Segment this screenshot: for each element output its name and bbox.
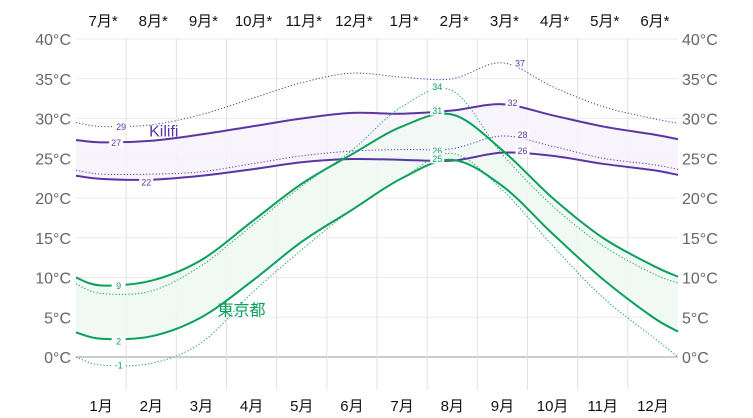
- x-tick-label-bottom: 3月: [190, 398, 213, 415]
- data-label: 28: [517, 130, 527, 140]
- y-tick-label-left: 40°C: [35, 32, 71, 49]
- x-tick-label-top: 1月*: [389, 13, 418, 30]
- y-tick-label-left: 35°C: [35, 72, 71, 89]
- y-tick-label-right: 25°C: [682, 151, 718, 168]
- y-tick-label-left: 25°C: [35, 151, 71, 168]
- x-tick-label-top: 12月*: [335, 13, 373, 30]
- y-tick-label-left: 0°C: [44, 350, 71, 367]
- x-tick-label-bottom: 6月: [340, 398, 363, 415]
- data-label-bg: [139, 177, 154, 188]
- y-tick-label-right: 15°C: [682, 231, 718, 248]
- data-label: 34: [432, 82, 442, 92]
- x-tick-label-top: 4月*: [540, 13, 569, 30]
- data-label-bg: [109, 137, 124, 148]
- x-tick-label-bottom: 10月: [537, 398, 569, 415]
- data-label-bg: [430, 81, 445, 92]
- x-tick-label-top: 10月*: [235, 13, 273, 30]
- y-tick-label-right: 0°C: [682, 350, 709, 367]
- y-tick-label-right: 5°C: [682, 310, 709, 327]
- y-tick-label-left: 30°C: [35, 112, 71, 129]
- x-tick-label-top: 8月*: [139, 13, 168, 30]
- data-label: 26: [432, 146, 442, 156]
- data-label-bg: [515, 145, 530, 156]
- x-tick-label-top: 6月*: [640, 13, 669, 30]
- data-label: 32: [507, 98, 517, 108]
- data-label: 2: [116, 337, 121, 347]
- y-tick-label-right: 20°C: [682, 191, 718, 208]
- x-tick-label-bottom: 12月: [637, 398, 669, 415]
- data-label: 25: [432, 154, 442, 164]
- x-tick-label-top: 5月*: [590, 13, 619, 30]
- y-tick-label-right: 30°C: [682, 112, 718, 129]
- data-label: -1: [115, 360, 123, 370]
- series-label: Kilifi: [149, 123, 178, 140]
- y-tick-label-right: 35°C: [682, 72, 718, 89]
- data-label: 31: [432, 106, 442, 116]
- data-label-bg: [512, 57, 527, 68]
- x-tick-label-bottom: 7月: [390, 398, 413, 415]
- y-tick-label-right: 40°C: [682, 32, 718, 49]
- data-label-bg: [430, 153, 445, 164]
- data-label-bg: [111, 336, 126, 347]
- data-label: 26: [517, 146, 527, 156]
- series-1-high-line: [75, 112, 679, 287]
- data-label: 27: [111, 138, 121, 148]
- data-label-bg: [111, 280, 126, 291]
- data-label-bg: [515, 129, 530, 140]
- band-1: [76, 113, 678, 340]
- series-label: 東京都: [218, 301, 266, 319]
- x-tick-label-bottom: 9月: [491, 398, 514, 415]
- data-label-bg: [430, 105, 445, 116]
- x-tick-label-top: 11月*: [286, 13, 323, 30]
- series-0-low_p-line: [75, 135, 679, 176]
- data-label-bg: [111, 359, 126, 370]
- series-0-low-line: [75, 151, 679, 181]
- x-tick-label-top: 7月*: [88, 13, 117, 30]
- series-0-high-line: [75, 103, 679, 144]
- data-label-bg: [430, 145, 445, 156]
- series-1-low-line: [75, 158, 679, 341]
- y-tick-label-left: 10°C: [35, 271, 71, 288]
- x-tick-label-bottom: 2月: [140, 398, 163, 415]
- data-label-bg: [505, 97, 520, 108]
- y-tick-label-right: 10°C: [682, 271, 718, 288]
- y-tick-label-left: 5°C: [44, 310, 71, 327]
- data-label: 9: [116, 281, 121, 291]
- y-tick-label-left: 20°C: [35, 191, 71, 208]
- x-tick-label-bottom: 1月: [89, 398, 112, 415]
- x-tick-label-bottom: 8月: [441, 398, 464, 415]
- x-tick-label-top: 3月*: [490, 13, 519, 30]
- x-tick-label-bottom: 11月: [587, 398, 618, 415]
- data-label: 37: [515, 58, 525, 68]
- data-label: 29: [116, 122, 126, 132]
- x-tick-label-top: 9月*: [189, 13, 218, 30]
- y-tick-label-left: 15°C: [35, 231, 71, 248]
- x-tick-label-bottom: 4月: [240, 398, 263, 415]
- series-1-high_p-line: [75, 87, 679, 295]
- x-tick-label-top: 2月*: [440, 13, 469, 30]
- data-label: 22: [141, 178, 151, 188]
- data-label-bg: [114, 121, 129, 132]
- x-tick-label-bottom: 5月: [290, 398, 313, 415]
